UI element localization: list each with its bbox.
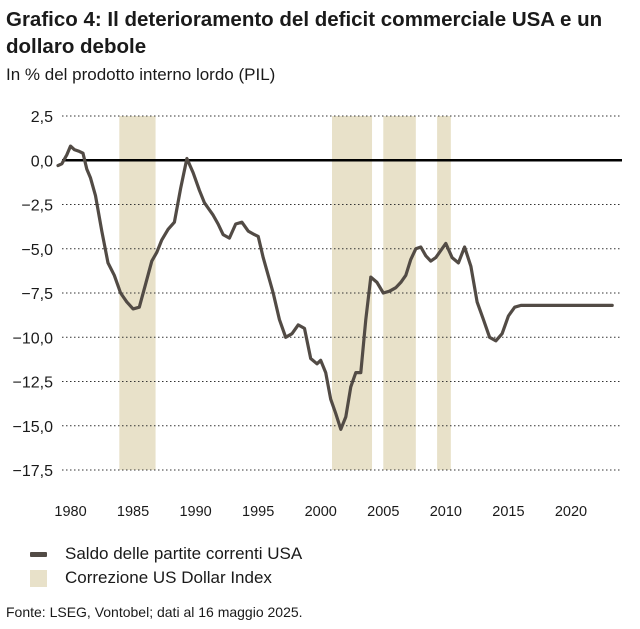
- legend: Saldo delle partite correnti USA Correzi…: [30, 542, 302, 590]
- x-tick-label: 2020: [555, 504, 587, 520]
- legend-shade-label: Correzione US Dollar Index: [65, 568, 272, 587]
- legend-item-shade: Correzione US Dollar Index: [30, 566, 302, 590]
- legend-line-label: Saldo delle partite correnti USA: [65, 544, 303, 563]
- shaded-region-1: [119, 116, 156, 470]
- chart-subtitle: In % del prodotto interno lordo (PIL): [6, 65, 276, 84]
- y-tick-label: −10,0: [13, 330, 54, 347]
- x-tick-label: 1990: [179, 504, 211, 520]
- shaded-regions: [119, 116, 451, 470]
- x-axis-ticks: 1980 1985 1990 1995 2000 2005 2010 2015 2020: [54, 504, 587, 520]
- series-line-1: [56, 144, 614, 431]
- legend-line-swatch: [30, 551, 47, 557]
- y-tick-label: −2,5: [21, 198, 53, 215]
- y-tick-label: −12,5: [13, 375, 54, 392]
- x-tick-label: 2015: [492, 504, 524, 520]
- y-tick-label: −5,0: [21, 242, 53, 259]
- series-lines: [56, 144, 614, 431]
- chart-area: 2,5 0,0 −2,5 −5,0 −7,5 −10,0 −12,5 −15,0 −17,5 1…: [13, 109, 622, 520]
- y-tick-label: 2,5: [31, 109, 53, 126]
- y-tick-label: −17,5: [13, 463, 54, 480]
- legend-item-line: Saldo delle partite correnti USA: [30, 542, 302, 566]
- x-tick-label: 1995: [242, 504, 274, 520]
- x-tick-label: 1985: [117, 504, 149, 520]
- y-tick-label: −15,0: [13, 419, 54, 436]
- legend-shade-swatch: [30, 569, 47, 587]
- y-tick-label: −7,5: [21, 286, 53, 303]
- x-tick-label: 2005: [367, 504, 399, 520]
- chart-title: Grafico 4: Il deterioramento del deficit…: [6, 8, 603, 58]
- x-tick-label: 2000: [305, 504, 337, 520]
- x-tick-label: 1980: [54, 504, 86, 520]
- source-note: Fonte: LSEG, Vontobel; dati al 16 maggio…: [6, 604, 303, 620]
- y-tick-label: 0,0: [31, 153, 53, 170]
- x-tick-label: 2010: [430, 504, 462, 520]
- y-axis-ticks: 2,5 0,0 −2,5 −5,0 −7,5 −10,0 −12,5 −15,0 −17,5: [13, 109, 54, 480]
